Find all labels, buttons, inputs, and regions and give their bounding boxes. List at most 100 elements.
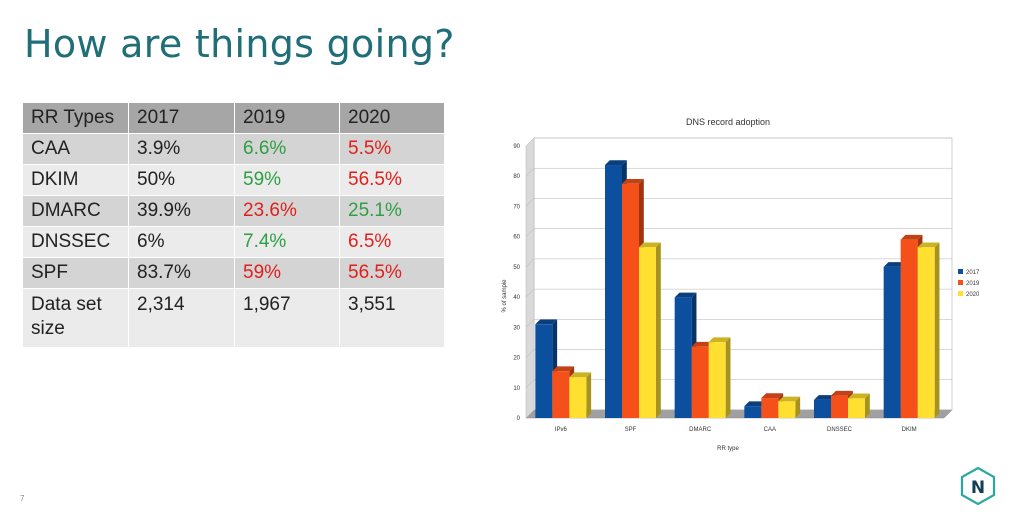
bar	[674, 297, 692, 418]
bar-top	[761, 393, 784, 399]
gridline	[525, 379, 535, 388]
y-tick-label: 0	[517, 416, 521, 422]
bar	[552, 371, 570, 418]
header-cell: 2019	[234, 102, 340, 134]
chart-side-wall	[525, 137, 535, 419]
company-logo: N	[960, 466, 996, 506]
chart-title: DNS record adoption	[686, 117, 770, 127]
table-cell: 56.5%	[339, 164, 445, 196]
row-label: SPF	[22, 257, 129, 289]
bar-top	[814, 395, 836, 400]
x-axis-label: RR type	[717, 446, 739, 452]
gridline	[525, 258, 535, 268]
table-cell: 2,314	[128, 288, 235, 348]
row-label: Data set size	[22, 288, 129, 348]
bar-top	[552, 366, 575, 372]
table-row: Data set size 2,314 1,967 3,551	[22, 288, 445, 348]
bar-top	[778, 396, 801, 402]
table-cell: 6.6%	[234, 133, 340, 165]
y-tick-label: 50	[513, 265, 520, 271]
gridline	[525, 137, 535, 147]
row-label: CAA	[22, 133, 129, 165]
gridline	[525, 228, 535, 237]
legend-swatch	[958, 291, 963, 296]
legend-swatch	[958, 280, 963, 285]
bar	[814, 399, 831, 418]
bar	[535, 324, 553, 418]
table-cell: 59%	[234, 164, 340, 196]
page-number: 7	[20, 494, 25, 503]
table-cell: 3.9%	[128, 133, 235, 165]
bar	[691, 346, 709, 418]
chart-plot-area: 0 10 20 30 40 50 60 70 80 90 IPv6 SPF DMARC CAA DNSSEC…	[513, 137, 980, 433]
x-tick-label: IPv6	[555, 427, 568, 433]
row-label: DMARC	[22, 195, 129, 227]
table-cell: 50%	[128, 164, 235, 196]
table-row: SPF 83.7% 59% 56.5%	[22, 257, 445, 289]
bar	[831, 395, 848, 418]
rr-types-table: RR Types 2017 2019 2020 CAA 3.9% 6.6% 5.…	[22, 102, 445, 348]
table-row: DKIM 50% 59% 56.5%	[22, 164, 445, 196]
bar-side	[865, 393, 870, 418]
legend-swatch	[958, 269, 963, 274]
table-row: DNSSEC 6% 7.4% 6.5%	[22, 226, 445, 258]
table-cell: 6.5%	[339, 226, 445, 258]
row-label: DKIM	[22, 164, 129, 196]
bar-top	[883, 262, 906, 267]
table-cell: 25.1%	[339, 195, 445, 227]
bar-side	[656, 242, 661, 418]
table-cell: 6%	[128, 226, 235, 258]
bar-top	[691, 341, 714, 347]
x-tick-label: DKIM	[902, 427, 917, 433]
y-tick-label: 60	[513, 235, 520, 241]
bar-top	[831, 390, 853, 396]
x-tick-label: DMARC	[689, 427, 712, 433]
slide-title: How are things going?	[24, 22, 455, 66]
legend-label: 2020	[966, 292, 980, 298]
bar-top	[622, 178, 644, 184]
header-cell: 2017	[128, 102, 235, 134]
table-cell: 5.5%	[339, 133, 445, 165]
legend-label: 2019	[966, 281, 980, 287]
x-tick-label: DNSSEC	[827, 427, 853, 433]
bar	[900, 239, 918, 418]
bar-top	[917, 242, 940, 248]
gridline	[525, 409, 535, 419]
header-cell: RR Types	[22, 102, 129, 134]
gridline	[525, 168, 535, 177]
dns-adoption-chart: DNS record adoption % of sample RR type …	[502, 117, 980, 452]
bar-top	[848, 393, 870, 399]
bar	[605, 165, 622, 418]
bar-top	[605, 160, 627, 166]
bar-side	[934, 242, 940, 418]
bar-top	[674, 292, 697, 298]
table-cell: 56.5%	[339, 257, 445, 289]
bar	[848, 398, 865, 418]
table-cell: 1,967	[234, 288, 340, 348]
table-cell: 3,551	[339, 288, 445, 348]
gridline	[525, 288, 535, 298]
bar	[778, 401, 796, 418]
y-tick-label: 10	[513, 386, 520, 392]
bar-top	[744, 401, 767, 407]
bar	[639, 247, 656, 418]
x-tick-label: CAA	[764, 427, 776, 433]
bar-top	[708, 337, 731, 343]
bar-top	[535, 319, 558, 325]
bar	[708, 342, 726, 418]
y-tick-label: 30	[513, 325, 520, 331]
bar	[883, 266, 901, 418]
bar	[761, 398, 779, 418]
table-header-row: RR Types 2017 2019 2020	[22, 102, 445, 134]
y-tick-label: 90	[513, 144, 520, 150]
table-cell: 7.4%	[234, 226, 340, 258]
bar-side	[795, 396, 801, 418]
y-tick-label: 40	[513, 295, 520, 301]
x-tick-label: SPF	[625, 427, 637, 433]
row-label: DNSSEC	[22, 226, 129, 258]
y-tick-label: 20	[513, 356, 520, 362]
legend-label: 2017	[966, 270, 980, 276]
y-tick-label: 70	[513, 204, 520, 210]
bar	[569, 377, 587, 418]
gridline	[525, 198, 535, 207]
